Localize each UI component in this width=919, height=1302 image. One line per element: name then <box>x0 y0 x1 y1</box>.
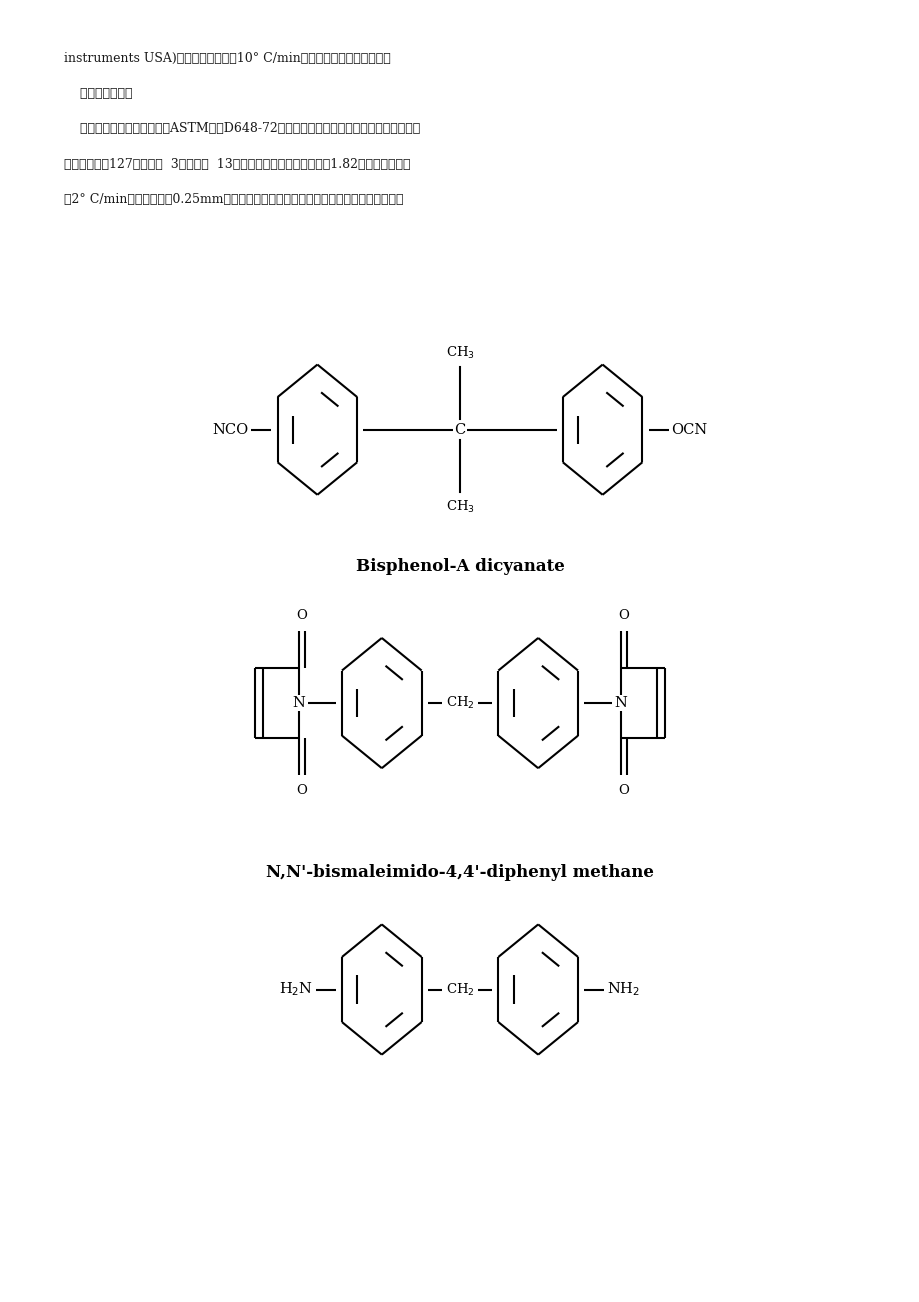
Text: N,N'-bismaleimido-4,4'-diphenyl methane: N,N'-bismaleimido-4,4'-diphenyl methane <box>266 863 653 881</box>
Text: 热变形温度测试的样本依据ASTM标准D648-72进行。测量热变形温度时样本会发生变形，: 热变形温度测试的样本依据ASTM标准D648-72进行。测量热变形温度时样本会发… <box>64 122 420 135</box>
Text: O: O <box>618 609 629 622</box>
Text: CH$_3$: CH$_3$ <box>445 499 474 514</box>
Text: instruments USA)进行，加热速率为10° C/min，同样在氮气氛围下进行。: instruments USA)进行，加热速率为10° C/min，同样在氮气氛… <box>64 52 391 65</box>
Text: CH$_2$: CH$_2$ <box>445 695 474 711</box>
Text: NCO: NCO <box>212 423 248 436</box>
Text: H$_2$N: H$_2$N <box>278 980 312 999</box>
Text: NH$_2$: NH$_2$ <box>607 980 640 999</box>
Text: O: O <box>618 784 629 797</box>
Text: CH$_3$: CH$_3$ <box>445 345 474 361</box>
Text: CH$_2$: CH$_2$ <box>445 982 474 997</box>
Text: N: N <box>292 697 305 710</box>
Text: 为2° C/min。样本每挠曲0.25mm记录一次温度。挠曲度监测采用线性可变位移传感器。: 为2° C/min。样本每挠曲0.25mm记录一次温度。挠曲度监测采用线性可变位… <box>64 193 403 206</box>
Text: OCN: OCN <box>671 423 707 436</box>
Text: N: N <box>614 697 627 710</box>
Text: O: O <box>296 609 307 622</box>
Text: 复合物样本为127毫米长，  3毫米宽，  13毫米厚，在油浴下进行，负荷1.82兆底，升温速度: 复合物样本为127毫米长， 3毫米宽， 13毫米厚，在油浴下进行，负荷1.82兆… <box>64 158 411 171</box>
Text: 热变形温度分析: 热变形温度分析 <box>64 87 132 100</box>
Text: Bisphenol-A dicyanate: Bisphenol-A dicyanate <box>356 557 563 575</box>
Text: C: C <box>454 423 465 436</box>
Text: O: O <box>296 784 307 797</box>
